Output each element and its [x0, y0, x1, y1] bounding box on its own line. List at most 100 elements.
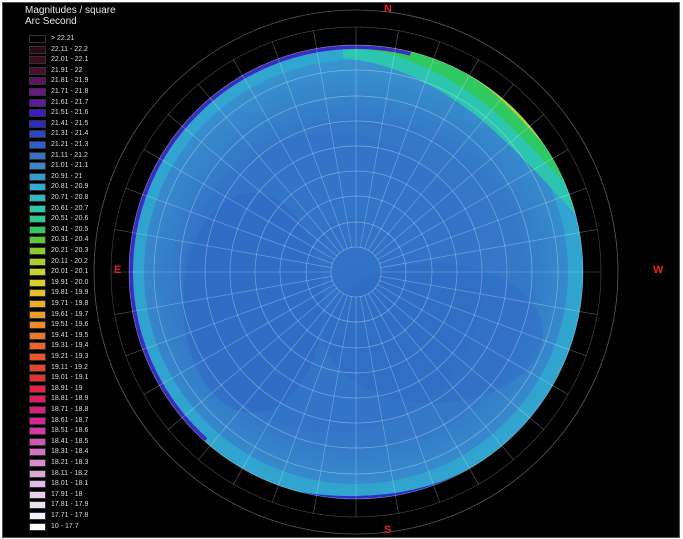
legend-swatch: [29, 109, 46, 118]
legend-swatch: [29, 437, 46, 446]
legend-swatch: [29, 45, 46, 54]
legend-swatch: [29, 374, 46, 383]
legend-entry: 20.51 - 20.6: [29, 215, 149, 224]
azimuth-line: [380, 229, 598, 268]
legend-swatch: [29, 141, 46, 149]
legend-entry: 21.71 - 21.8: [29, 88, 149, 97]
legend-swatch: [29, 363, 46, 372]
legend-label: 22.11 - 22.2: [51, 45, 88, 53]
legend-label: 19.41 - 19.5: [51, 331, 89, 339]
legend-entry: 19.91 - 20.0: [29, 278, 149, 288]
azimuth-line: [313, 296, 352, 514]
legend-label: 21.81 - 21.9: [51, 77, 89, 85]
legend-swatch: [29, 395, 46, 404]
legend-swatch: [29, 321, 46, 330]
azimuth-line: [168, 114, 338, 257]
legend-label: 19.61 - 19.7: [51, 310, 89, 318]
legend-label: 18.21 - 18.3: [51, 459, 89, 466]
legend-label: > 22.21: [51, 35, 75, 42]
legend-entry: 19.31 - 19.4: [29, 342, 149, 351]
legend-label: 20.01 - 20.1: [51, 268, 89, 276]
altitude-grid: [110, 26, 602, 518]
legend-entry: 19.01 - 19.1: [29, 374, 149, 383]
legend-swatch: [29, 427, 46, 436]
azimuth-line: [377, 149, 569, 260]
legend-swatch: [29, 353, 46, 361]
legend-label: 18.91 - 19: [51, 384, 83, 392]
azimuth-line: [125, 280, 333, 357]
legend-entry: 21.01 - 21.1: [29, 162, 149, 171]
legend-label: 18.31 - 18.4: [51, 448, 89, 456]
legend-label: 19.51 - 19.6: [51, 321, 89, 329]
legend-swatch: [29, 204, 46, 213]
legend-swatch: [29, 512, 46, 520]
legend-label: 20.81 - 20.9: [51, 183, 89, 191]
azimuth-line: [233, 59, 344, 251]
legend-label: 19.11 - 19.2: [51, 363, 88, 371]
azimuth-line: [364, 41, 441, 249]
legend-label: 21.61 - 21.7: [51, 98, 89, 106]
legend-label: 21.11 - 21.2: [51, 151, 88, 159]
legend-label: 19.01 - 19.1: [51, 374, 89, 382]
direction-north-label: N: [384, 3, 392, 15]
legend-swatch: [29, 469, 46, 478]
legend-swatch: [29, 162, 46, 171]
legend-swatch: [29, 459, 46, 467]
legend-entry: 18.81 - 18.9: [29, 395, 149, 404]
legend-label: 20.61 - 20.7: [51, 204, 89, 212]
azimuth-line: [198, 290, 341, 460]
legend-swatch: [29, 480, 46, 489]
legend-label: 19.21 - 19.3: [51, 353, 89, 360]
legend-swatch: [29, 448, 46, 457]
legend-entry: 18.11 - 18.2: [29, 469, 149, 479]
azimuth-line: [198, 84, 341, 254]
legend-entry: 20.11 - 20.2: [29, 257, 149, 267]
legend-entry: 18.01 - 18.1: [29, 480, 149, 489]
azimuth-line: [125, 187, 333, 264]
legend-entry: 22.11 - 22.2: [29, 45, 149, 55]
legend-entry: 18.41 - 18.5: [29, 437, 149, 447]
azimuth-line: [379, 187, 587, 264]
legend-entry: 20.91 - 21: [29, 172, 149, 182]
legend-label: 19.31 - 19.4: [51, 342, 89, 350]
legend-label: 21.31 - 21.4: [51, 130, 89, 138]
legend-swatch: [29, 257, 46, 266]
legend-entry: 21.11 - 21.2: [29, 151, 149, 161]
legend-swatch: [29, 522, 46, 531]
legend-entry: 21.51 - 21.6: [29, 109, 149, 118]
azimuth-line: [233, 293, 344, 485]
legend-entry: 10 - 17.7: [29, 522, 149, 532]
legend-label: 20.31 - 20.4: [51, 236, 89, 244]
legend-entry: 18.61 - 18.7: [29, 416, 149, 426]
all-sky-map: [93, 9, 619, 535]
legend-swatch: [29, 130, 46, 139]
legend-swatch: [29, 501, 46, 510]
direction-west-label: W: [653, 264, 664, 276]
direction-south-label: S: [384, 524, 392, 536]
legend-label: 18.01 - 18.1: [51, 480, 89, 488]
legend-swatch: [29, 88, 46, 96]
legend-label: 17.71 - 17.8: [51, 512, 89, 519]
legend-entry: 20.21 - 20.3: [29, 247, 149, 256]
legend-label: 18.61 - 18.7: [51, 416, 89, 424]
legend-entry: 21.91 - 22: [29, 66, 149, 76]
legend-entry: 20.31 - 20.4: [29, 236, 149, 245]
legend-entry: 22.01 - 22.1: [29, 56, 149, 65]
legend-entry: 19.41 - 19.5: [29, 331, 149, 341]
azimuth-grid: [111, 27, 601, 517]
legend-swatch: [29, 490, 46, 499]
sky-brightness-contours: [129, 45, 583, 499]
legend-label: 20.41 - 20.5: [51, 225, 89, 233]
legend-swatch: [29, 416, 46, 425]
legend-entry: 21.31 - 21.4: [29, 130, 149, 139]
legend-swatch: [29, 331, 46, 340]
legend-entry: 18.31 - 18.4: [29, 448, 149, 457]
azimuth-line: [379, 280, 587, 357]
legend-entry: 19.71 - 19.8: [29, 300, 149, 309]
azimuth-line: [143, 149, 335, 260]
legend-label: 21.71 - 21.8: [51, 88, 89, 95]
legend-entry: 20.41 - 20.5: [29, 225, 149, 235]
legend-title: Magnitudes / square Arc Second: [25, 5, 116, 27]
horizon-ring: [93, 9, 619, 535]
